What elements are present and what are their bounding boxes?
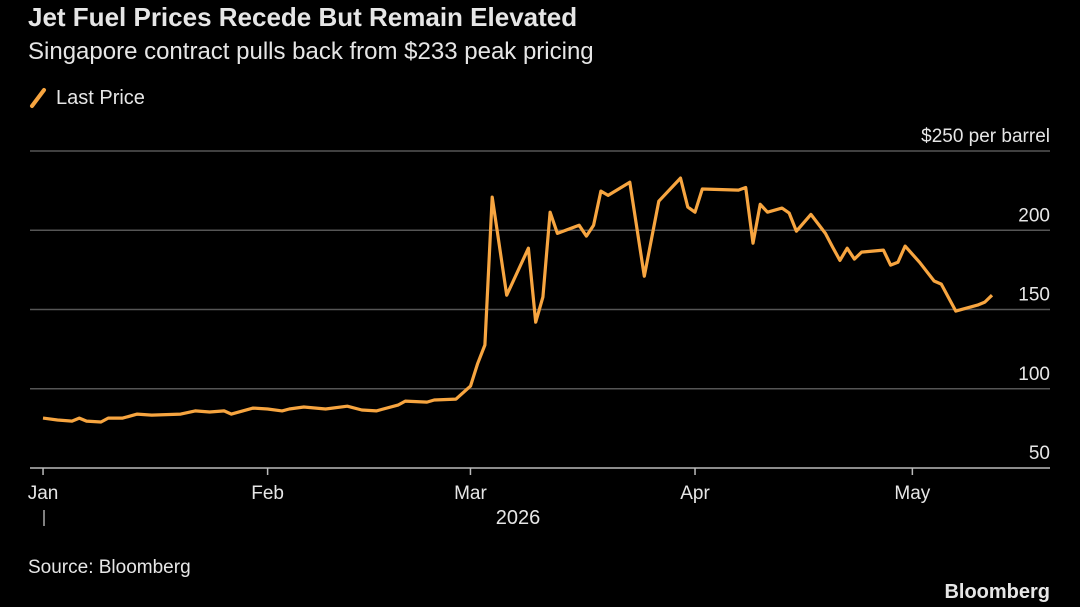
chart-subtitle: Singapore contract pulls back from $233 … <box>28 38 594 65</box>
price-line <box>42 176 994 424</box>
chart-title: Jet Fuel Prices Recede But Remain Elevat… <box>28 2 577 32</box>
legend-swatch <box>30 88 46 108</box>
x-tick-label: Feb <box>251 483 284 504</box>
legend-label: Last Price <box>56 87 145 109</box>
x-tick-label: Jan <box>28 483 59 504</box>
y-tick-label: 50 <box>1029 443 1050 464</box>
x-tick-label: Apr <box>680 483 710 504</box>
x-tick-label: Mar <box>454 483 487 504</box>
source: Source: Bloomberg <box>28 557 191 578</box>
logo: Bloomberg <box>944 581 1050 603</box>
x-tick-label: May <box>894 483 930 504</box>
y-tick-label: 100 <box>1018 364 1050 385</box>
x-axis-label: 2026 <box>496 507 541 529</box>
y-tick-label: $250 per barrel <box>921 126 1050 147</box>
y-tick-label: 200 <box>1018 205 1050 226</box>
y-tick-label: 150 <box>1018 285 1050 306</box>
